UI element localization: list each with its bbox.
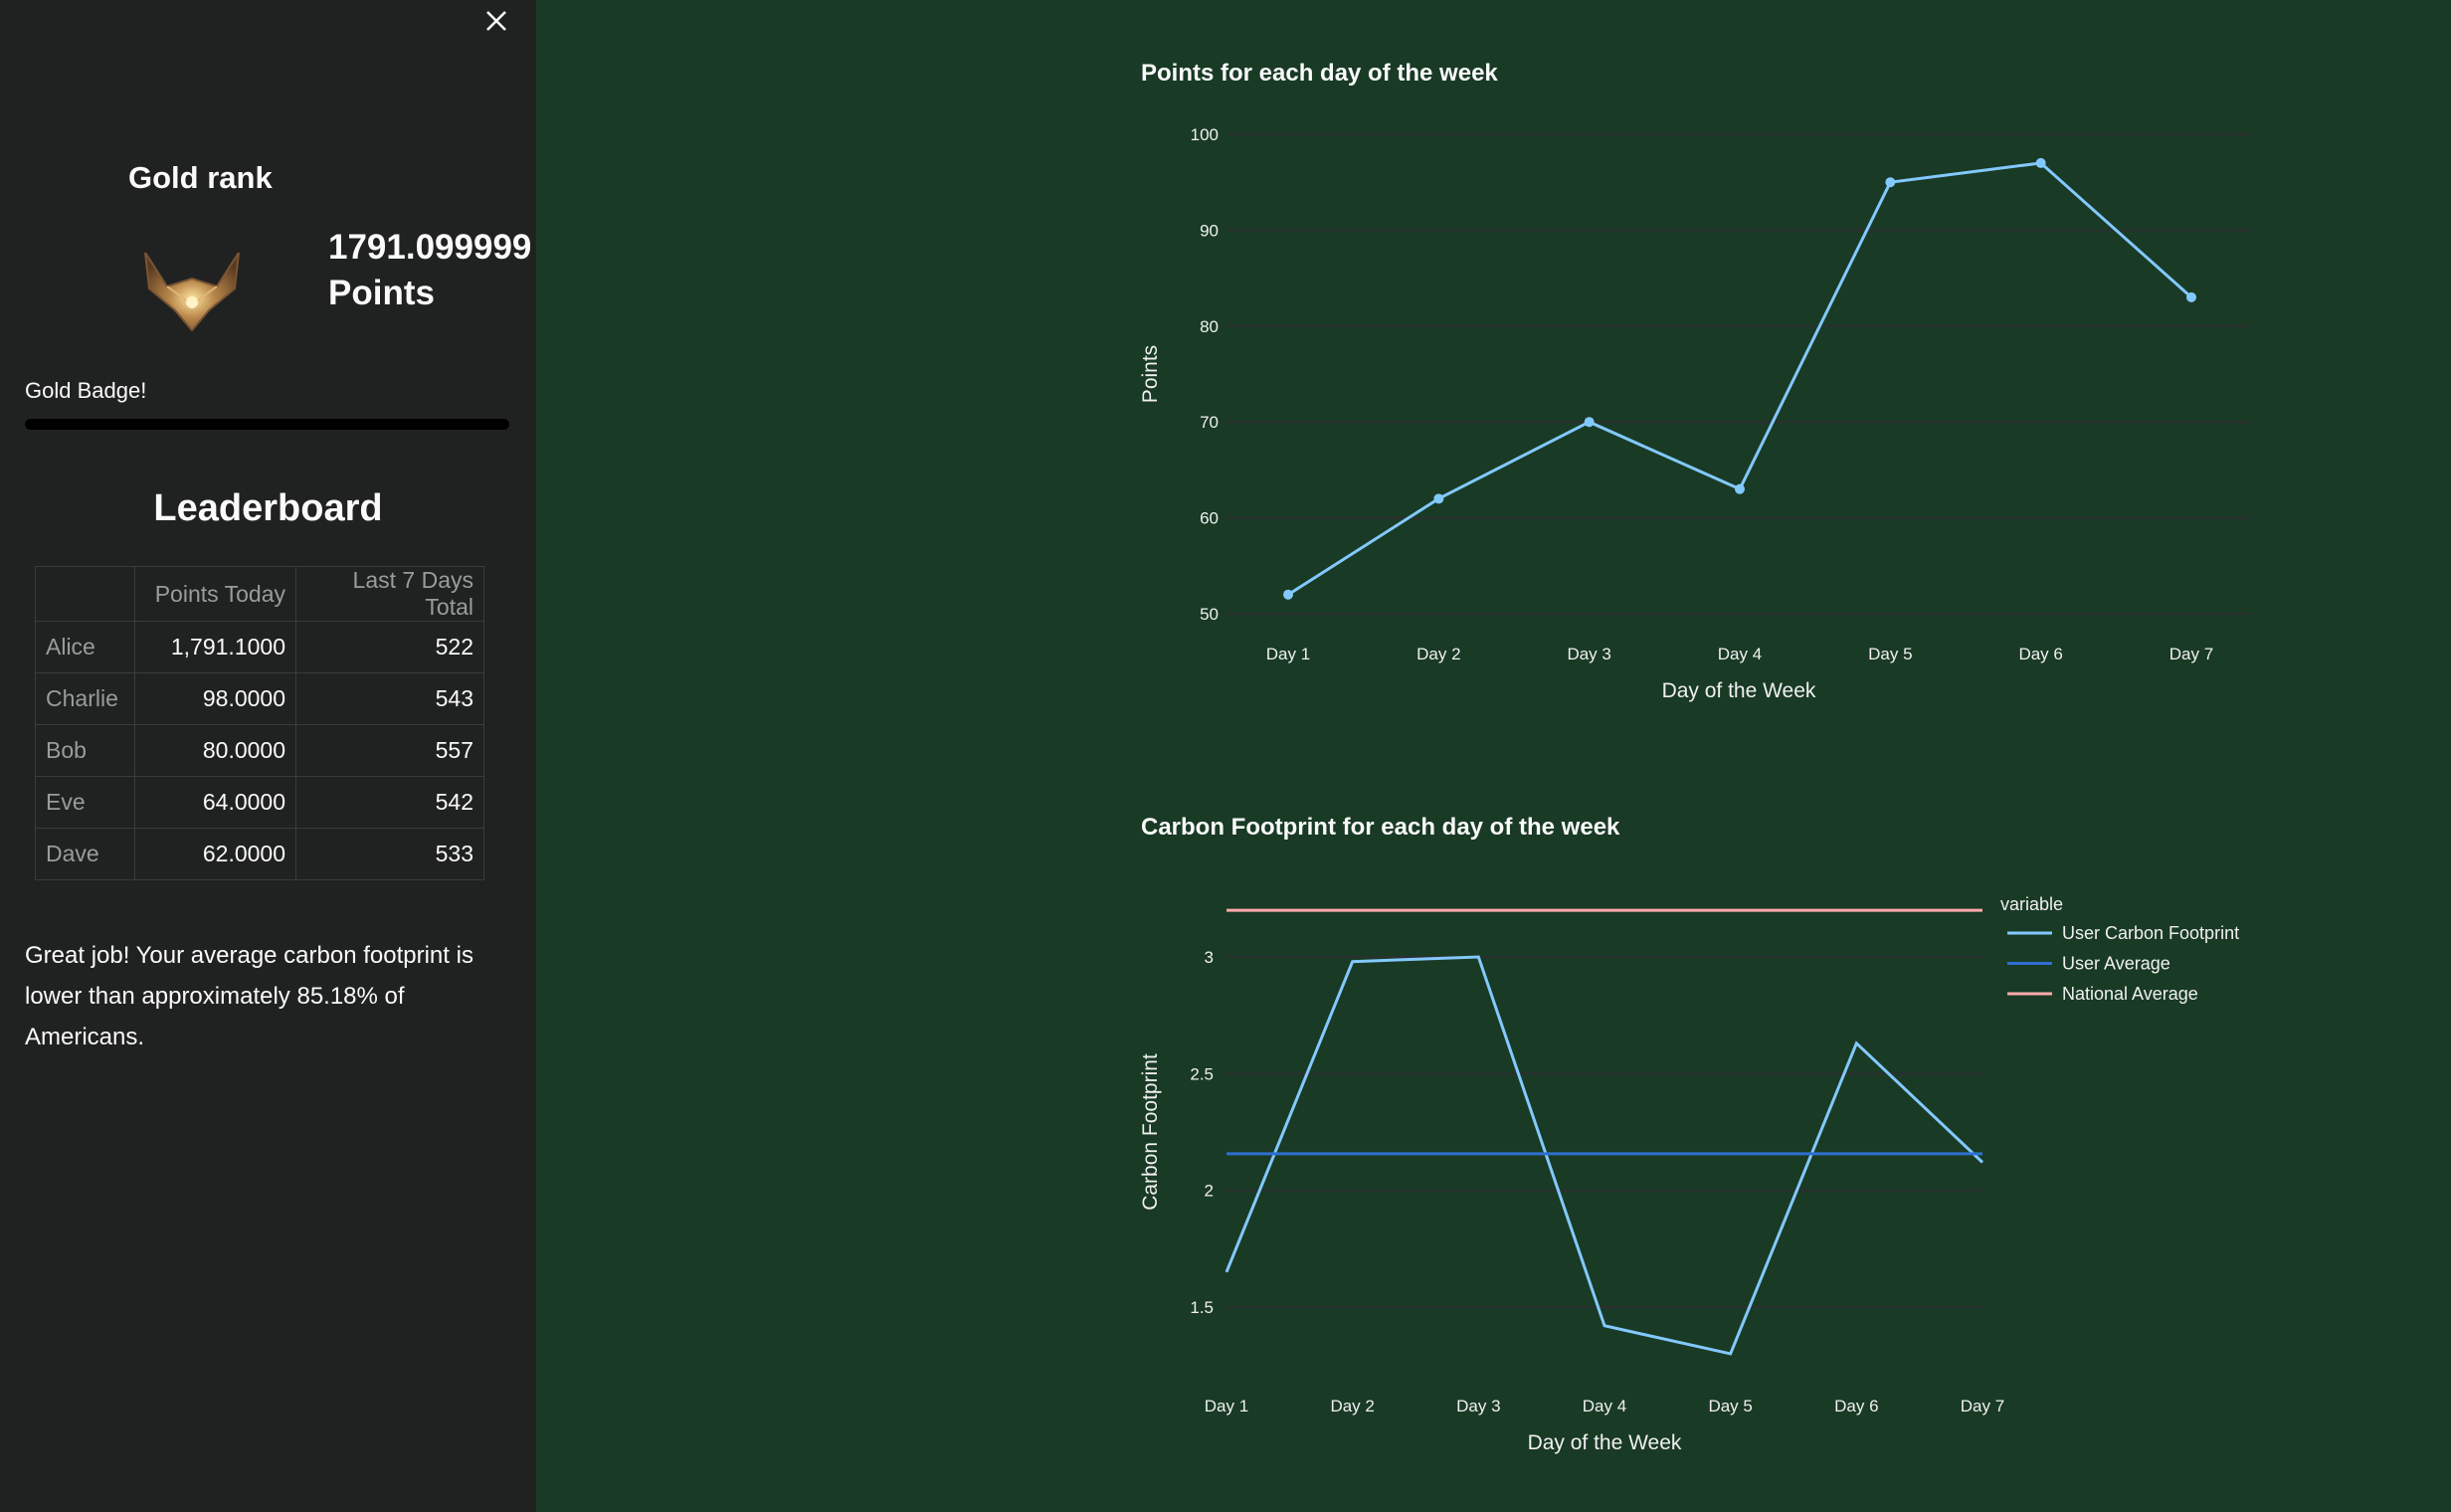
x-axis-title: Day of the Week [1528, 1431, 1682, 1454]
data-point [1433, 493, 1444, 504]
y-tick-label: 1.5 [1190, 1298, 1214, 1317]
leaderboard-table: Points Today Last 7 Days Total Alice 1,79… [35, 566, 484, 880]
x-tick-label: Day 7 [1961, 1397, 2004, 1416]
table-row: Eve 64.0000 542 [35, 776, 484, 829]
y-tick-label: 80 [1200, 317, 1219, 336]
last-7-days-total: 542 [295, 776, 484, 829]
close-icon [486, 11, 506, 31]
data-point [1283, 589, 1293, 600]
y-tick-label: 70 [1200, 413, 1219, 432]
table-row: Bob 80.0000 557 [35, 724, 484, 777]
last-7-days-total: 543 [295, 672, 484, 725]
points-today: 80.0000 [134, 724, 296, 777]
x-tick-label: Day 3 [1456, 1397, 1500, 1416]
x-tick-label: Day 5 [1708, 1397, 1752, 1416]
row-name: Eve [35, 776, 135, 829]
y-tick-label: 50 [1200, 605, 1219, 624]
data-point [2186, 291, 2196, 302]
data-point [1584, 417, 1595, 428]
leaderboard-title: Leaderboard [153, 487, 383, 529]
x-tick-label: Day 5 [1868, 645, 1912, 663]
points-label: Points [328, 274, 435, 312]
last-7-days-total: 557 [295, 724, 484, 777]
x-tick-label: Day 2 [1416, 645, 1460, 663]
table-row: Alice 1,791.1000 522 [35, 621, 484, 673]
last-7-days-total: 522 [295, 621, 484, 673]
y-tick-label: 60 [1200, 509, 1219, 528]
table-row: Dave 62.0000 533 [35, 828, 484, 880]
x-tick-label: Day 6 [1834, 1397, 1878, 1416]
badge-progress-bar [25, 419, 509, 430]
x-tick-label: Day 7 [2169, 645, 2213, 663]
points-today: 98.0000 [134, 672, 296, 725]
points-display: 1791.099999 Points [328, 225, 531, 316]
y-axis-title: Points [1139, 345, 1162, 403]
y-tick-label: 100 [1191, 125, 1219, 144]
legend-item: User Average [2062, 954, 2170, 974]
y-axis-title: Carbon Footprint [1139, 1053, 1162, 1211]
x-tick-label: Day 1 [1266, 645, 1310, 663]
data-point [1885, 177, 1896, 188]
row-name: Dave [35, 828, 135, 880]
sidebar: Gold rank 1791.099999 Points Gold Badge!… [0, 0, 536, 1512]
carbon-message: Great job! Your average carbon footprint… [25, 942, 473, 1050]
x-tick-label: Day 6 [2018, 645, 2062, 663]
x-tick-label: Day 3 [1567, 645, 1610, 663]
points-today: 1,791.1000 [134, 621, 296, 673]
data-point [2035, 157, 2046, 168]
legend-item: User Carbon Footprint [2062, 923, 2239, 943]
series-line-0 [1225, 955, 1984, 1356]
row-name: Alice [35, 621, 135, 673]
progress-fill [25, 419, 509, 430]
legend-item: National Average [2062, 984, 2198, 1004]
x-tick-label: Day 2 [1330, 1397, 1374, 1416]
gold-badge-icon [137, 239, 247, 332]
table-row: Charlie 98.0000 543 [35, 672, 484, 725]
points-today: 62.0000 [134, 828, 296, 880]
x-axis-title: Day of the Week [1662, 679, 1816, 702]
y-tick-label: 2 [1205, 1182, 1214, 1201]
last-7-days-total: 533 [295, 828, 484, 880]
rank-title: Gold rank [128, 160, 273, 195]
points-value: 1791.099999 [328, 228, 532, 267]
points-chart-title: Points for each day of the week [1141, 60, 1498, 87]
data-point [1735, 483, 1745, 494]
x-tick-label: Day 4 [1583, 1397, 1626, 1416]
legend-title: variable [2000, 894, 2063, 914]
points-today: 64.0000 [134, 776, 296, 829]
y-tick-label: 3 [1205, 948, 1214, 967]
badge-label: Gold Badge! [25, 378, 147, 403]
carbon-chart-title: Carbon Footprint for each day of the wee… [1141, 814, 1620, 841]
close-sidebar-button[interactable] [481, 6, 511, 36]
y-tick-label: 90 [1200, 221, 1219, 240]
row-name: Bob [35, 724, 135, 777]
x-tick-label: Day 1 [1205, 1397, 1248, 1416]
y-tick-label: 2.5 [1190, 1064, 1214, 1083]
x-tick-label: Day 4 [1718, 645, 1762, 663]
series-line-0 [1287, 161, 2192, 596]
